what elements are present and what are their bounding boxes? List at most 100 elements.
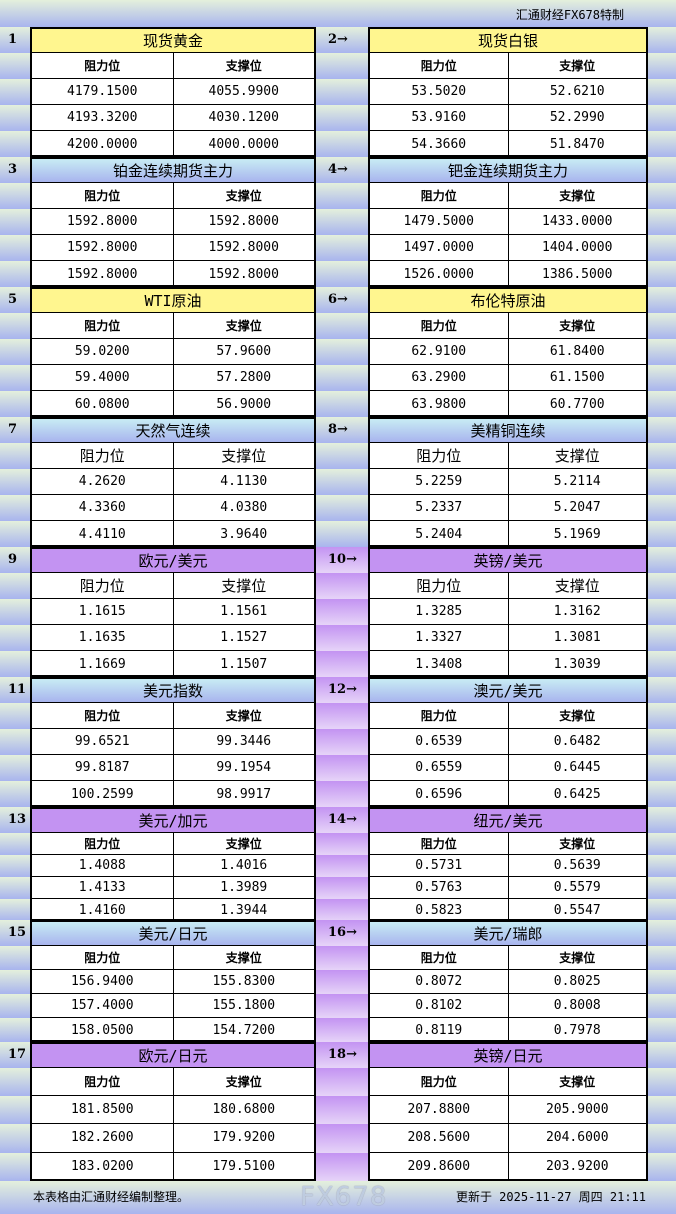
stripe-bg xyxy=(316,833,368,855)
section-title: 英镑/日元 xyxy=(370,1042,646,1068)
support-value: 0.7978 xyxy=(553,1022,601,1038)
resistance-value: 62.9100 xyxy=(370,339,509,364)
stripe-bg xyxy=(316,27,368,53)
resistance-value: 1.1615 xyxy=(32,599,174,624)
support-header: 支撑位 xyxy=(559,1075,596,1090)
table-row: 99.6521 99.3446 xyxy=(32,729,314,755)
header-row: 阻力位 支撑位 xyxy=(370,573,646,599)
support-value: 99.3446 xyxy=(216,734,272,749)
stripe-bg xyxy=(648,53,676,79)
resistance-value: 4.3360 xyxy=(32,495,174,520)
header-row: 阻力位 支撑位 xyxy=(370,946,646,970)
price-table: 现货黄金 阻力位 支撑位 4179.1500 4055.9900 4193.3200 403… xyxy=(30,27,316,157)
stripe-bg xyxy=(316,1042,368,1068)
support-value: 1.4016 xyxy=(220,858,268,873)
section-number-right: 16→ xyxy=(328,925,357,940)
resistance-header: 阻力位 xyxy=(32,443,174,468)
support-value: 204.6000 xyxy=(545,1130,609,1146)
resistance-value: 0.6559 xyxy=(370,755,509,780)
support-value: 60.7700 xyxy=(549,396,605,412)
section-number-left: 11 xyxy=(8,682,27,697)
support-value: 203.9200 xyxy=(545,1159,609,1175)
table-row: 0.8102 0.8008 xyxy=(370,994,646,1018)
stripe-bg xyxy=(0,1068,30,1097)
stripe-bg xyxy=(0,970,30,994)
table-row: 4179.1500 4055.9900 xyxy=(32,79,314,105)
stripe-bg xyxy=(0,1152,30,1181)
table-row: 1592.8000 1592.8000 xyxy=(32,261,314,287)
stripe-bg xyxy=(316,183,368,209)
table-row: 0.5823 0.5547 xyxy=(370,899,646,921)
resistance-value: 0.6539 xyxy=(370,729,509,754)
stripe-bg xyxy=(0,573,30,599)
resistance-value: 99.8187 xyxy=(32,755,174,780)
stripe-bg xyxy=(648,469,676,495)
section-title: 英镑/美元 xyxy=(370,547,646,573)
header-row: 阻力位 支撑位 xyxy=(32,703,314,729)
support-value: 1.1527 xyxy=(220,630,268,645)
stripe-bg xyxy=(316,899,368,921)
resistance-value: 1592.8000 xyxy=(32,261,174,287)
stripe-bg xyxy=(0,807,30,833)
resistance-value: 1497.0000 xyxy=(370,235,509,260)
table-row: 1.4160 1.3944 xyxy=(32,899,314,921)
stripe-bg xyxy=(0,495,30,521)
stripe-bg xyxy=(0,920,30,946)
resistance-value: 1.4088 xyxy=(32,855,174,876)
stripe-bg xyxy=(316,755,368,781)
support-value: 1404.0000 xyxy=(542,240,613,255)
stripe-bg xyxy=(648,287,676,313)
support-header: 支撑位 xyxy=(225,709,262,723)
table-row: 4.3360 4.0380 xyxy=(32,495,314,521)
section-title: 现货黄金 xyxy=(32,27,314,53)
resistance-value: 59.0200 xyxy=(32,339,174,364)
resistance-header: 阻力位 xyxy=(370,443,509,468)
resistance-value: 4.4110 xyxy=(32,521,174,547)
table-row: 0.6559 0.6445 xyxy=(370,755,646,781)
resistance-value: 1479.5000 xyxy=(370,209,509,234)
price-table: 欧元/日元 阻力位 支撑位 181.8500 180.6800 182.2600 179.9… xyxy=(30,1042,316,1181)
stripe-bg xyxy=(0,547,30,573)
support-header: 支撑位 xyxy=(225,319,262,333)
section-title: 天然气连续 xyxy=(32,417,314,443)
section-title: 美元指数 xyxy=(32,677,314,703)
stripe-bg xyxy=(316,729,368,755)
support-header: 支撑位 xyxy=(554,577,600,595)
section-title: 钯金连续期货主力 xyxy=(370,157,646,183)
table-row: 1.1635 1.1527 xyxy=(32,625,314,651)
header-row: 阻力位 支撑位 xyxy=(32,833,314,855)
stripe-bg xyxy=(316,677,368,703)
resistance-value: 5.2404 xyxy=(370,521,509,547)
resistance-value: 1.4160 xyxy=(32,899,174,921)
support-value: 0.6482 xyxy=(553,734,601,749)
support-value: 52.2990 xyxy=(549,110,605,125)
stripe-bg xyxy=(0,339,30,365)
stripe-bg xyxy=(316,573,368,599)
price-table: 美元/瑞郎 阻力位 支撑位 0.8072 0.8025 0.8102 0.8008 0.811… xyxy=(368,920,648,1042)
table-row: 63.9800 60.7700 xyxy=(370,391,646,417)
stripe-bg xyxy=(316,131,368,157)
resistance-header: 阻力位 xyxy=(32,833,174,854)
support-value: 99.1954 xyxy=(216,760,272,775)
stripe-bg xyxy=(316,855,368,877)
stripe-bg xyxy=(648,781,676,807)
stripe-bg xyxy=(0,157,30,183)
support-value: 0.6445 xyxy=(553,760,601,775)
stripe-bg xyxy=(0,651,30,677)
resistance-value: 209.8600 xyxy=(370,1152,509,1181)
resistance-value: 1.1635 xyxy=(32,625,174,650)
support-value: 0.5547 xyxy=(553,902,601,918)
stripe-bg xyxy=(648,994,676,1018)
table-row: 0.8119 0.7978 xyxy=(370,1018,646,1042)
table-row: 5.2404 5.1969 xyxy=(370,521,646,547)
support-value: 1.3081 xyxy=(553,630,601,645)
resistance-value: 0.8119 xyxy=(370,1018,509,1042)
header-row: 阻力位 支撑位 xyxy=(370,443,646,469)
stripe-bg xyxy=(0,1124,30,1153)
resistance-value: 158.0500 xyxy=(32,1018,174,1042)
stripe-bg xyxy=(648,27,676,53)
table-row: 1497.0000 1404.0000 xyxy=(370,235,646,261)
resistance-value: 5.2337 xyxy=(370,495,509,520)
support-value: 98.9917 xyxy=(216,786,272,802)
stripe-bg xyxy=(316,495,368,521)
